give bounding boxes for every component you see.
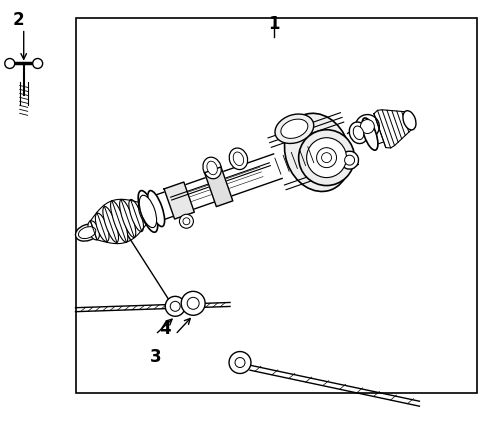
Circle shape — [182, 218, 190, 225]
Circle shape — [298, 130, 354, 186]
Ellipse shape — [207, 161, 217, 175]
Ellipse shape — [348, 122, 367, 143]
Ellipse shape — [110, 201, 127, 242]
Text: 2: 2 — [13, 11, 24, 29]
Ellipse shape — [361, 118, 377, 150]
Ellipse shape — [352, 126, 363, 140]
Ellipse shape — [138, 190, 157, 232]
Ellipse shape — [139, 195, 156, 228]
Ellipse shape — [344, 155, 354, 165]
Polygon shape — [90, 199, 148, 244]
Circle shape — [32, 59, 43, 68]
Circle shape — [187, 297, 199, 309]
Circle shape — [355, 115, 378, 139]
Circle shape — [165, 296, 185, 316]
Circle shape — [235, 357, 244, 368]
Circle shape — [228, 351, 250, 374]
Ellipse shape — [120, 199, 136, 238]
Ellipse shape — [280, 119, 307, 138]
Circle shape — [181, 291, 205, 315]
Ellipse shape — [229, 148, 247, 169]
Circle shape — [170, 301, 180, 311]
Ellipse shape — [76, 224, 99, 241]
Bar — [76, 18, 476, 393]
Text: 3: 3 — [149, 348, 161, 366]
Ellipse shape — [88, 221, 99, 240]
Text: 1: 1 — [268, 15, 279, 33]
Ellipse shape — [103, 206, 118, 242]
Polygon shape — [155, 154, 282, 220]
Circle shape — [316, 148, 336, 168]
Ellipse shape — [274, 114, 313, 143]
Polygon shape — [373, 110, 411, 148]
Ellipse shape — [402, 111, 415, 130]
Polygon shape — [164, 182, 194, 219]
Ellipse shape — [148, 190, 164, 226]
Ellipse shape — [138, 200, 151, 225]
Circle shape — [321, 153, 331, 163]
Ellipse shape — [284, 113, 349, 191]
Ellipse shape — [78, 227, 95, 238]
Ellipse shape — [95, 213, 109, 241]
Circle shape — [5, 59, 15, 68]
Ellipse shape — [129, 199, 143, 232]
Ellipse shape — [202, 157, 221, 179]
Circle shape — [306, 138, 346, 178]
Ellipse shape — [340, 151, 358, 169]
Ellipse shape — [233, 152, 243, 166]
Polygon shape — [204, 167, 232, 207]
Text: 4: 4 — [159, 320, 171, 338]
Circle shape — [360, 119, 374, 134]
Circle shape — [179, 214, 193, 228]
